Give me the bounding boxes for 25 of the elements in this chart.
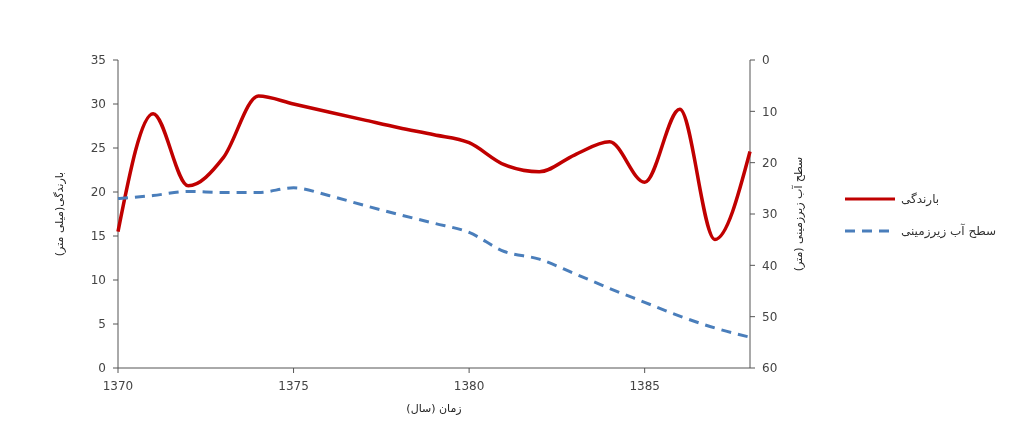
y2-tick-label: 30 (762, 207, 778, 222)
legend-label: بارندگی (901, 192, 940, 208)
x-tick-label: 1370 (102, 379, 134, 393)
y-tick-label: 5 (98, 317, 106, 332)
x-tick-label: 1385 (629, 379, 660, 393)
y2-tick-label: 50 (762, 309, 778, 324)
y2-tick-label: 20 (762, 155, 778, 170)
y2-tick-label: 10 (762, 104, 778, 119)
y-tick-label: 10 (90, 273, 106, 288)
x-tick-label: 1380 (453, 379, 485, 393)
y-tick-label: 20 (90, 185, 106, 200)
y2-axis-title: سطح آب زیرزمینی (متر) (791, 156, 805, 272)
x-tick-label: 1375 (278, 379, 309, 393)
y-tick-label: 15 (90, 229, 106, 244)
x-axis-title: زمان (سال) (406, 402, 462, 415)
y-tick-label: 0 (98, 361, 106, 376)
y-tick-label: 30 (90, 97, 106, 112)
line-series (116, 94, 752, 242)
y2-tick-label: 60 (762, 361, 778, 376)
y-tick-label: 35 (90, 53, 106, 68)
y2-tick-label: 0 (762, 53, 770, 68)
y2-tick-label: 40 (762, 258, 778, 273)
y-axis-title: بارندگی(میلی متر) (53, 171, 66, 257)
legend-label: سطح آب زیرزمینی (901, 223, 997, 240)
y-tick-label: 25 (90, 141, 106, 156)
